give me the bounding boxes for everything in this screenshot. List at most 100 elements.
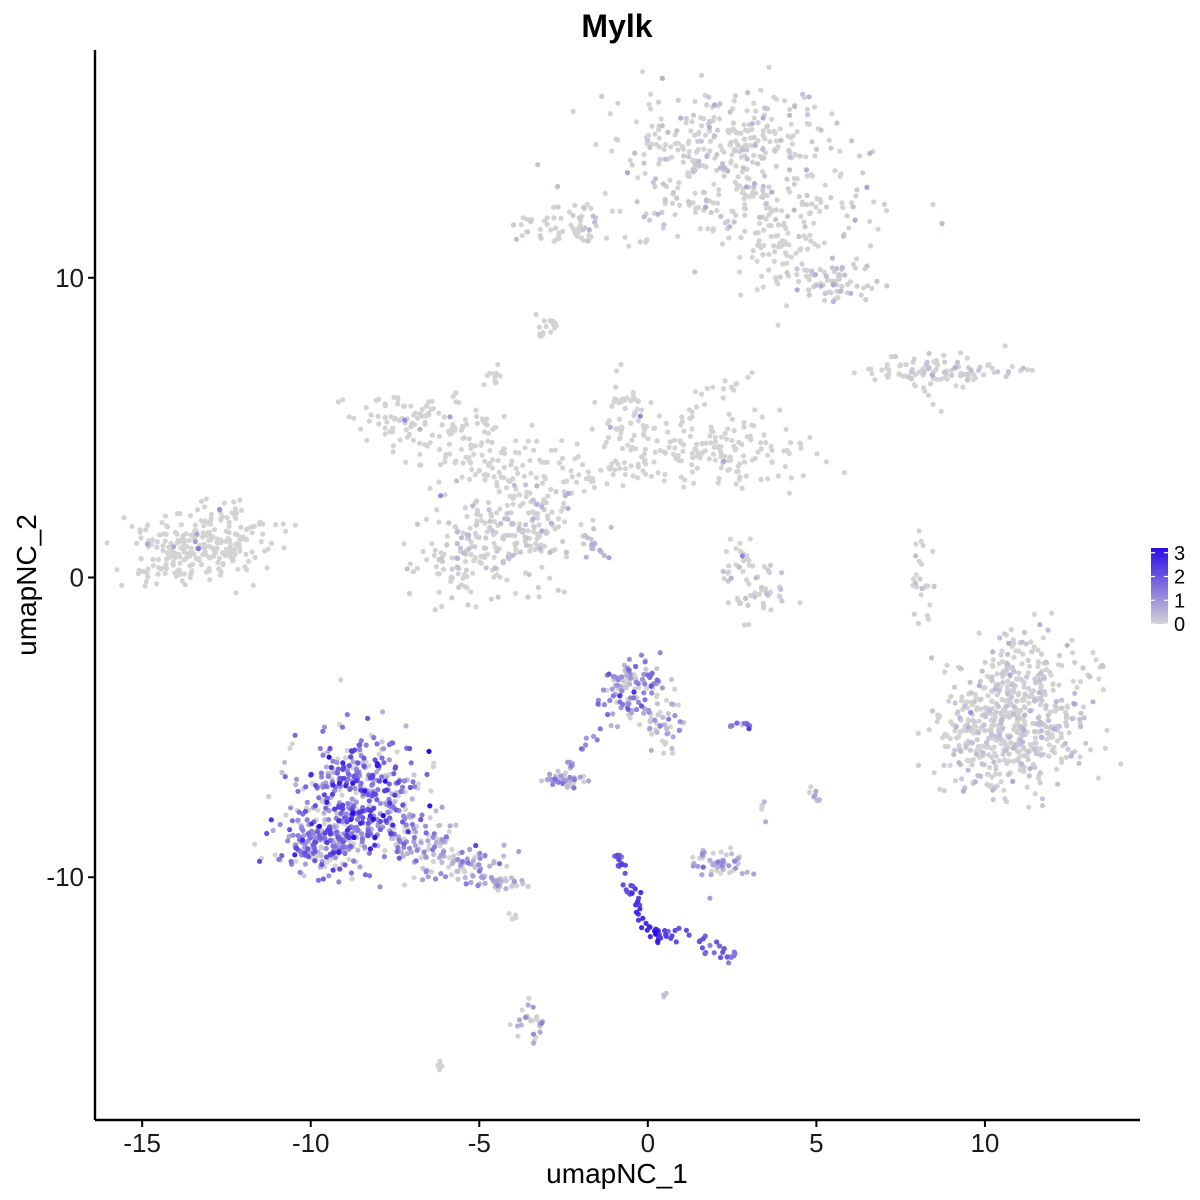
cell-point [559, 455, 566, 461]
cell-point [576, 228, 582, 234]
cell-point [989, 774, 995, 780]
cell-point [507, 1022, 513, 1028]
cell-point [1065, 746, 1071, 752]
cell-point [477, 559, 483, 565]
cell-point [672, 132, 678, 138]
cell-point [723, 549, 730, 555]
cell-point [294, 776, 300, 782]
cell-point [839, 200, 845, 206]
cell-point [560, 504, 566, 510]
cell-point [486, 507, 492, 513]
cell-point [777, 407, 783, 413]
cell-point [1027, 741, 1033, 748]
cell-point [1053, 698, 1059, 705]
cell-point [806, 287, 812, 293]
cell-point [264, 830, 270, 837]
cell-point [302, 808, 309, 815]
cell-point [749, 254, 755, 260]
cell-point [615, 100, 621, 106]
cell-point [764, 124, 770, 130]
cell-point [484, 422, 490, 428]
cell-point [750, 248, 756, 254]
cell-point [970, 718, 976, 724]
cell-point [1068, 753, 1074, 759]
cell-point [319, 861, 325, 868]
cell-point [834, 120, 840, 126]
cell-point [1027, 708, 1033, 714]
cell-point [509, 875, 515, 881]
cell-point [358, 426, 364, 432]
cell-point [825, 277, 831, 283]
cell-point [427, 803, 433, 809]
cell-point [965, 724, 971, 730]
cell-point [366, 798, 372, 804]
cell-point [559, 438, 565, 444]
cell-point [846, 225, 852, 231]
cell-point [366, 418, 372, 424]
cell-point [976, 630, 982, 636]
cell-point [474, 414, 480, 420]
cell-point [754, 287, 760, 293]
cell-point [699, 851, 705, 857]
cell-point [497, 574, 503, 580]
cell-point [675, 140, 682, 146]
cell-point [1000, 751, 1006, 757]
cell-point [997, 635, 1003, 641]
cell-point [616, 857, 622, 863]
cell-point [920, 542, 926, 549]
cell-point [525, 229, 531, 235]
cell-point [536, 324, 543, 330]
cell-point [869, 371, 875, 377]
cell-point [488, 596, 494, 602]
cell-point [747, 536, 753, 542]
cell-point [970, 757, 976, 763]
cell-point [523, 522, 529, 528]
cell-point [353, 778, 360, 784]
cell-point [1016, 748, 1022, 754]
cell-point [321, 792, 327, 798]
cell-point [1077, 716, 1083, 723]
cell-point [760, 115, 766, 121]
cell-point [544, 777, 550, 783]
cell-point [808, 784, 814, 790]
cell-point [462, 417, 468, 423]
cell-point [814, 451, 820, 457]
cell-point [642, 446, 648, 452]
cell-point [657, 156, 663, 163]
cell-point [755, 120, 761, 126]
cell-point [201, 541, 207, 547]
cell-point [526, 572, 532, 578]
cell-point [510, 501, 516, 507]
cell-point [784, 270, 790, 276]
cell-point [728, 575, 734, 581]
cell-point [958, 350, 964, 356]
cell-point [1099, 662, 1105, 669]
cell-point [501, 842, 507, 848]
cell-point [534, 515, 541, 521]
cell-point [454, 529, 460, 535]
cell-point [1049, 747, 1055, 754]
cell-point [194, 531, 200, 537]
cell-point [555, 183, 561, 190]
cell-point [659, 123, 665, 129]
cell-point [1037, 719, 1043, 725]
cell-point [491, 474, 497, 480]
cell-point [1006, 734, 1012, 740]
cell-point [762, 564, 768, 570]
cell-point [837, 272, 843, 278]
cell-point [742, 192, 749, 198]
cell-point [915, 730, 921, 737]
cell-point [519, 877, 525, 884]
cell-point [720, 386, 727, 392]
cell-point [736, 564, 742, 570]
cell-point [1047, 669, 1053, 676]
cell-point [759, 194, 765, 200]
cell-point [581, 488, 587, 494]
cell-point [735, 861, 741, 867]
cell-point [555, 779, 562, 785]
cell-point [803, 167, 810, 173]
cell-point [809, 201, 815, 207]
cell-point [335, 766, 341, 772]
cell-point [617, 435, 623, 441]
cell-point [484, 529, 490, 535]
